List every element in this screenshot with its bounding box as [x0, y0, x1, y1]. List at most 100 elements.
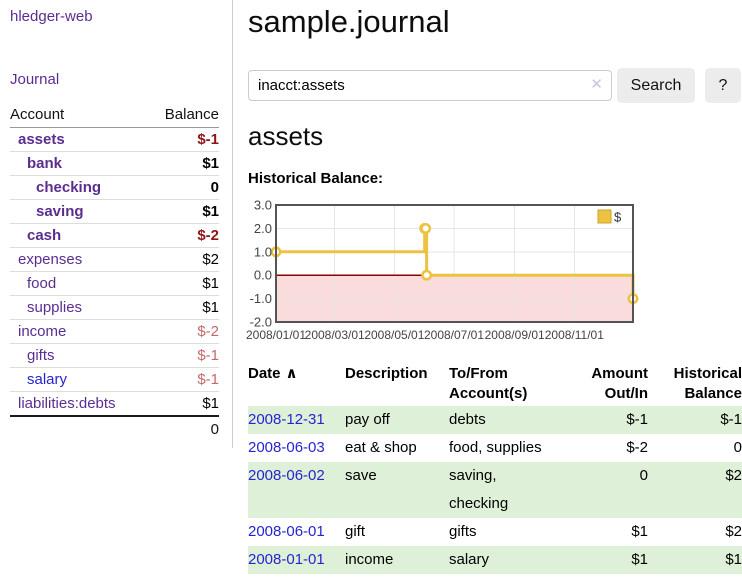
- svg-text:1.0: 1.0: [254, 244, 272, 259]
- account-balance: $-2: [148, 319, 219, 344]
- register-accounts-cell: food, supplies: [449, 439, 542, 456]
- account-row: food $1: [10, 271, 219, 296]
- transaction-date-link[interactable]: 2008-12-31: [248, 411, 325, 428]
- account-balance: $1: [148, 391, 219, 416]
- account-row: assets $-1: [10, 128, 219, 152]
- account-row: gifts $-1: [10, 343, 219, 368]
- svg-text:-1.0: -1.0: [250, 291, 272, 306]
- search-box: ✕: [248, 70, 612, 101]
- account-balance: $1: [148, 151, 219, 176]
- register-date-cell: 2008-06-03: [248, 434, 345, 462]
- account-row: supplies $1: [10, 295, 219, 320]
- account-row: income $-2: [10, 319, 219, 344]
- account-name-cell: gifts: [10, 343, 149, 368]
- svg-text:2008/11/01: 2008/11/01: [545, 328, 604, 342]
- transaction-date-link[interactable]: 2008-06-01: [248, 523, 325, 540]
- register-row: 2008-06-03 eat & shop food, supplies $-2 0: [248, 434, 742, 462]
- accounts-header-account: Account: [10, 102, 149, 128]
- svg-text:$: $: [614, 210, 622, 225]
- svg-text:2008/05/01: 2008/05/01: [364, 328, 424, 342]
- svg-text:3.0: 3.0: [254, 198, 272, 213]
- register-date-cell: 2008-06-02: [248, 462, 345, 518]
- search-input[interactable]: [248, 70, 612, 101]
- account-balance: 0: [148, 175, 219, 200]
- register-accounts-cell: saving, checking: [449, 467, 509, 512]
- register-row: 2008-06-01 gift gifts $1 $2: [248, 518, 742, 546]
- chart-title: Historical Balance:: [248, 170, 384, 187]
- account-name-cell: checking: [10, 175, 149, 200]
- historical-balance-chart: $3.0 2.0 1.0 0.0 -1.0 -2.0 2008/01/01 2008/03/0…: [246, 198, 742, 348]
- register-description-cell: save: [345, 467, 377, 484]
- svg-text:0.0: 0.0: [254, 268, 272, 283]
- register-date-cell: 2008-01-01: [248, 546, 345, 574]
- register-date-cell: 2008-06-01: [248, 518, 345, 546]
- account-name-cell: expenses: [10, 247, 149, 272]
- sidebar-account-expenses[interactable]: expenses: [18, 251, 83, 268]
- account-row: saving $1: [10, 199, 219, 224]
- transaction-date-link[interactable]: 2008-01-01: [248, 551, 325, 568]
- accounts-total-spacer: [10, 415, 149, 442]
- sidebar-account-saving[interactable]: saving: [36, 203, 84, 220]
- sidebar-account-income[interactable]: income: [18, 323, 67, 340]
- page-title: sample.journal: [248, 4, 450, 39]
- svg-text:-2.0: -2.0: [250, 315, 272, 330]
- sidebar-account-cash[interactable]: cash: [27, 227, 62, 244]
- register-row: 2008-06-02 save saving, checking 0 $2: [248, 462, 742, 518]
- help-button[interactable]: ?: [705, 68, 741, 103]
- account-name-cell: bank: [10, 151, 149, 176]
- accounts-header-row: Account Balance: [10, 102, 219, 128]
- register-description-cell: pay off: [345, 411, 390, 428]
- sidebar-account-bank[interactable]: bank: [27, 155, 63, 172]
- svg-text:2008/01/01: 2008/01/01: [246, 328, 306, 342]
- account-row: bank $1: [10, 151, 219, 176]
- brand-link[interactable]: hledger-web: [10, 8, 93, 25]
- sidebar-account-liabilities-debts[interactable]: liabilities:debts: [18, 395, 116, 412]
- register-header-row: Date ∧ Description To/From Account(s) Amount…: [248, 362, 742, 406]
- sidebar-account-food[interactable]: food: [27, 275, 57, 292]
- register-header-date[interactable]: Date ∧: [248, 365, 298, 382]
- register-description-cell: gift: [345, 523, 366, 540]
- register-header-to-from-account-s-: To/From Account(s): [449, 365, 528, 402]
- register-date-cell: 2008-12-31: [248, 406, 345, 434]
- transaction-date-link[interactable]: 2008-06-02: [248, 467, 325, 484]
- register-accounts-cell: debts: [449, 411, 486, 428]
- account-name-cell: assets: [10, 128, 148, 152]
- sidebar: hledger-web Journal Account Balance asse…: [0, 0, 233, 448]
- accounts-table: Account Balance assets $-1 bank $1 checking 0…: [10, 102, 219, 442]
- sidebar-account-checking[interactable]: checking: [36, 179, 102, 196]
- account-row: liabilities:debts $1: [10, 391, 219, 416]
- transaction-date-link[interactable]: 2008-06-03: [248, 439, 325, 456]
- sidebar-account-gifts[interactable]: gifts: [27, 347, 55, 364]
- account-balance: $-1: [148, 343, 219, 368]
- register-accounts-cell: salary: [449, 551, 490, 568]
- account-balance: $-1: [148, 367, 219, 392]
- search-button[interactable]: Search: [617, 68, 695, 103]
- svg-text:2008/03/01: 2008/03/01: [305, 328, 365, 342]
- sidebar-account-salary[interactable]: salary: [27, 371, 68, 388]
- register-balance-cell: 0: [733, 439, 742, 456]
- sidebar-account-supplies[interactable]: supplies: [27, 299, 83, 316]
- account-balance: $1: [148, 271, 219, 296]
- svg-text:2.0: 2.0: [254, 221, 272, 236]
- clear-search-icon[interactable]: ✕: [590, 76, 603, 93]
- sidebar-item-journal[interactable]: Journal: [10, 71, 60, 88]
- account-heading: assets: [248, 121, 324, 151]
- account-row: salary $-1: [10, 367, 219, 392]
- search-form: ✕ Search ?: [248, 68, 742, 103]
- account-balance: $-2: [148, 223, 219, 248]
- account-name-cell: food: [10, 271, 149, 296]
- register-description-cell: income: [345, 551, 394, 568]
- accounts-total-row: 0: [10, 415, 219, 442]
- main-content: sample.journal ✕ Search ? assets Histori…: [246, 0, 742, 582]
- register-description-cell: eat & shop: [345, 439, 417, 456]
- register-amount-cell: $-1: [626, 411, 648, 428]
- register-balance-cell: $2: [725, 467, 742, 484]
- svg-text:2008/09/01: 2008/09/01: [485, 328, 545, 342]
- sidebar-account-assets[interactable]: assets: [18, 131, 65, 148]
- account-balance: $1: [148, 295, 219, 320]
- register-amount-cell: $-2: [626, 439, 648, 456]
- account-name-cell: cash: [10, 223, 149, 248]
- register-amount-cell: 0: [639, 467, 648, 484]
- account-balance: $2: [148, 247, 219, 272]
